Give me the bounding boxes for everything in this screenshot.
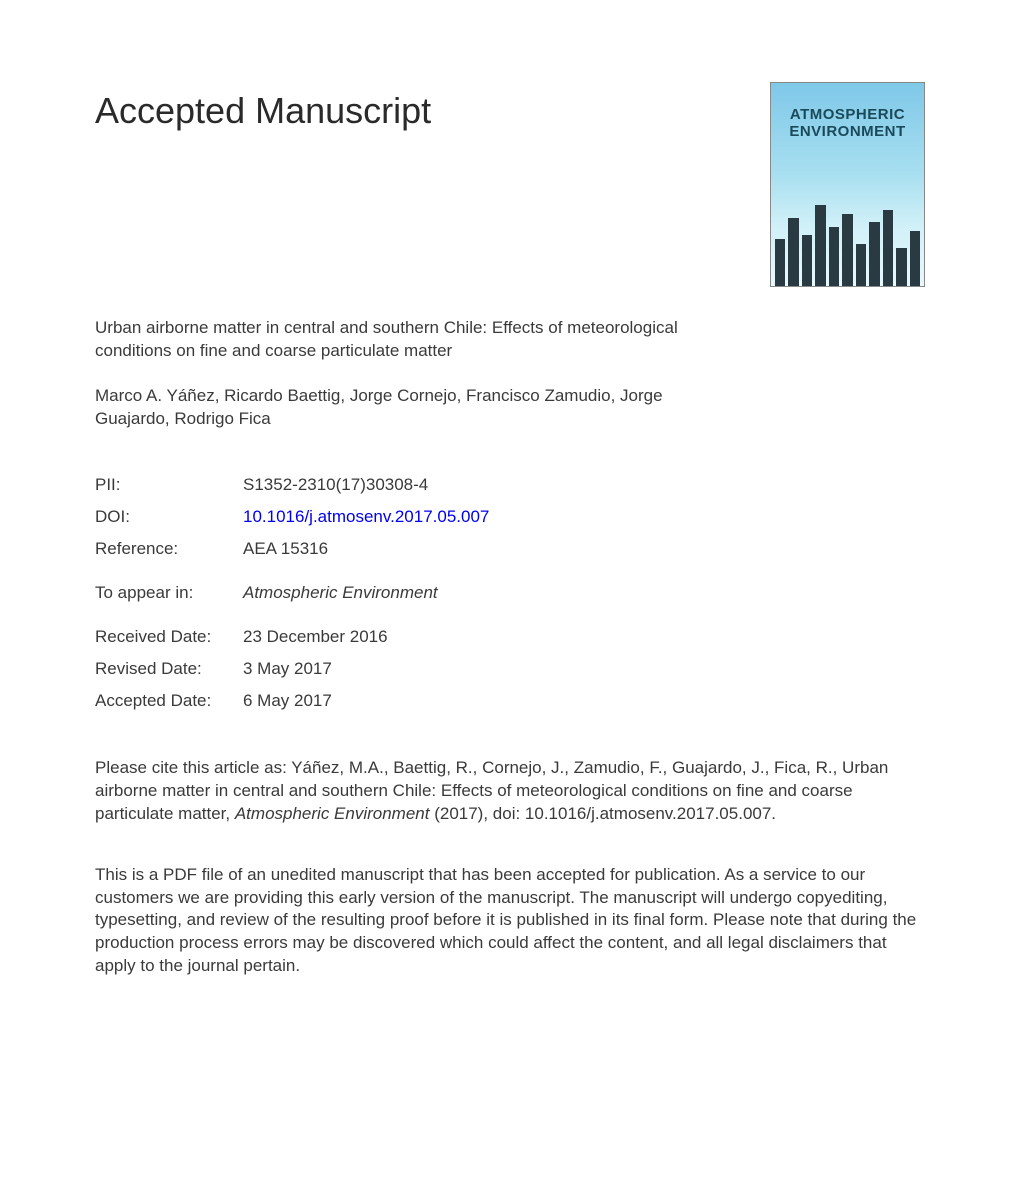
appear-label: To appear in: (95, 565, 243, 609)
meta-row-received: Received Date: 23 December 2016 (95, 609, 489, 653)
doi-link[interactable]: 10.1016/j.atmosenv.2017.05.007 (243, 507, 489, 526)
received-value: 23 December 2016 (243, 609, 489, 653)
revised-label: Revised Date: (95, 653, 243, 685)
page-heading: Accepted Manuscript (95, 90, 431, 132)
meta-row-pii: PII: S1352-2310(17)30308-4 (95, 469, 489, 501)
meta-row-revised: Revised Date: 3 May 2017 (95, 653, 489, 685)
citation-suffix: (2017), doi: 10.1016/j.atmosenv.2017.05.… (429, 804, 776, 823)
authors-list: Marco A. Yáñez, Ricardo Baettig, Jorge C… (95, 385, 695, 431)
reference-label: Reference: (95, 533, 243, 565)
journal-cover-title: ATMOSPHERIC ENVIRONMENT (771, 107, 924, 140)
meta-row-accepted: Accepted Date: 6 May 2017 (95, 685, 489, 717)
cover-title-line2: ENVIRONMENT (789, 123, 905, 140)
accepted-label: Accepted Date: (95, 685, 243, 717)
received-label: Received Date: (95, 609, 243, 653)
cover-title-line1: ATMOSPHERIC (790, 106, 905, 123)
accepted-value: 6 May 2017 (243, 685, 489, 717)
doi-label: DOI: (95, 501, 243, 533)
disclaimer-text: This is a PDF file of an unedited manusc… (95, 864, 925, 979)
cover-skyline-icon (771, 201, 924, 286)
revised-value: 3 May 2017 (243, 653, 489, 685)
appear-value: Atmospheric Environment (243, 565, 489, 609)
journal-cover-image: ATMOSPHERIC ENVIRONMENT (770, 82, 925, 287)
citation-journal: Atmospheric Environment (235, 804, 430, 823)
metadata-table: PII: S1352-2310(17)30308-4 DOI: 10.1016/… (95, 469, 489, 717)
article-title: Urban airborne matter in central and sou… (95, 317, 695, 363)
citation-text: Please cite this article as: Yáñez, M.A.… (95, 757, 925, 826)
meta-row-appear: To appear in: Atmospheric Environment (95, 565, 489, 609)
reference-value: AEA 15316 (243, 533, 489, 565)
pii-label: PII: (95, 469, 243, 501)
meta-row-doi: DOI: 10.1016/j.atmosenv.2017.05.007 (95, 501, 489, 533)
pii-value: S1352-2310(17)30308-4 (243, 469, 489, 501)
meta-row-reference: Reference: AEA 15316 (95, 533, 489, 565)
